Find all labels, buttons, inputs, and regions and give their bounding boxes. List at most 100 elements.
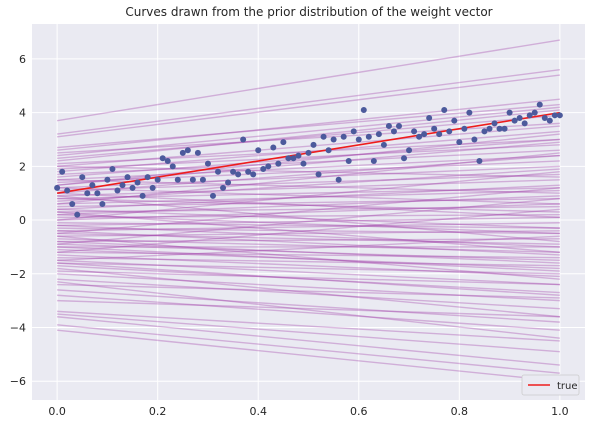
- prior-curve-line: [57, 184, 560, 211]
- prior-curve-line: [57, 289, 560, 323]
- scatter-point: [209, 192, 216, 199]
- prior-curve-line: [57, 224, 560, 248]
- prior-curve-line: [57, 109, 560, 162]
- prior-curve-line: [57, 259, 560, 286]
- y-axis-ticks: −6 −4 −2 0 2 4 6: [10, 53, 26, 388]
- scatter-point: [315, 171, 322, 178]
- scatter-point: [350, 128, 357, 135]
- prior-curves: [57, 39, 560, 382]
- prior-curve-line: [57, 213, 560, 235]
- scatter-point: [225, 179, 232, 186]
- scatter-point: [406, 147, 413, 154]
- scatter-point: [129, 184, 136, 191]
- prior-curve-line: [57, 240, 560, 264]
- prior-curve-line: [57, 165, 560, 178]
- prior-curve-line: [57, 208, 560, 253]
- y-tick-label: −4: [10, 321, 26, 334]
- scatter-point: [280, 139, 287, 146]
- prior-curve-line: [57, 329, 560, 382]
- scatter-point: [416, 133, 423, 140]
- scatter-point: [189, 176, 196, 183]
- scatter-point: [551, 112, 558, 119]
- y-tick-label: −2: [10, 268, 26, 281]
- scatter-point: [260, 166, 267, 173]
- prior-curve-line: [57, 98, 560, 151]
- scatter-point: [355, 136, 362, 143]
- scatter-point: [174, 176, 181, 183]
- prior-curve-line: [57, 103, 560, 149]
- y-tick-label: 0: [19, 214, 26, 227]
- prior-curve-line: [57, 114, 560, 159]
- scatter-point: [426, 115, 433, 121]
- scatter-point: [179, 149, 186, 156]
- scatter-point: [74, 211, 81, 218]
- prior-curve-line: [57, 254, 560, 278]
- prior-curve-line: [57, 171, 560, 221]
- scatter-point: [511, 117, 518, 124]
- scatter-point: [395, 123, 402, 130]
- prior-curve-line: [57, 222, 560, 232]
- prior-curve-line: [57, 195, 560, 216]
- scatter-point: [365, 133, 372, 140]
- scatter-point: [245, 168, 252, 175]
- scatter-point: [401, 155, 408, 162]
- scatter-point: [360, 106, 367, 113]
- scatter-point: [335, 176, 342, 183]
- scatter-point: [204, 160, 211, 167]
- scatter-point: [255, 147, 262, 154]
- scatter-point: [199, 176, 206, 183]
- scatter-point: [295, 152, 302, 159]
- prior-curve-line: [57, 246, 560, 272]
- prior-curve-line: [57, 251, 560, 259]
- scatter-point: [104, 176, 111, 183]
- prior-curve-line: [57, 189, 560, 205]
- scatter-point: [64, 187, 71, 194]
- scatter-point: [79, 174, 86, 181]
- prior-curve-line: [57, 216, 560, 227]
- x-tick-label: 0.8: [451, 405, 469, 418]
- scatter-point: [340, 133, 347, 140]
- prior-curve-line: [57, 165, 560, 189]
- scatter-point: [436, 131, 443, 138]
- scatter-point: [411, 128, 418, 135]
- scatter-point: [184, 147, 191, 154]
- prior-curve-line: [57, 313, 560, 353]
- x-tick-label: 0.4: [249, 405, 267, 418]
- scatter-point: [496, 125, 503, 132]
- scatter-point: [215, 168, 222, 175]
- scatter-point: [370, 157, 377, 164]
- scatter-point: [154, 176, 161, 183]
- y-tick-label: −6: [10, 375, 26, 388]
- scatter-point: [230, 168, 237, 175]
- scatter-point: [84, 190, 91, 197]
- prior-curve-line: [57, 106, 560, 157]
- scatter-point: [325, 147, 332, 154]
- scatter-point: [431, 125, 438, 132]
- scatter-point: [89, 182, 96, 189]
- scatter-point: [461, 125, 468, 132]
- prior-curve-line: [57, 197, 560, 245]
- legend: true: [521, 374, 580, 396]
- prior-curve-line: [57, 141, 560, 186]
- prior-curve-line: [57, 262, 560, 296]
- x-tick-label: 0.0: [48, 405, 66, 418]
- scatter-point: [476, 157, 483, 164]
- prior-curve-line: [57, 122, 560, 154]
- scatter-point: [421, 131, 428, 138]
- prior-curve-line: [57, 235, 560, 262]
- scatter-point: [149, 184, 156, 191]
- scatter-point: [521, 120, 528, 127]
- prior-curve-line: [57, 205, 560, 213]
- y-tick-label: 6: [19, 53, 26, 66]
- legend-true-label: true: [557, 381, 578, 392]
- prior-curve-line: [57, 230, 560, 256]
- scatter-point: [270, 144, 277, 151]
- prior-curve-line: [57, 211, 560, 253]
- scatter-point: [501, 125, 508, 132]
- prior-curve-line: [57, 154, 560, 194]
- scatter-point: [516, 115, 523, 121]
- scatter-series: [54, 101, 563, 218]
- prior-curve-line: [57, 265, 560, 294]
- grid: [32, 24, 585, 400]
- prior-curve-line: [57, 125, 560, 168]
